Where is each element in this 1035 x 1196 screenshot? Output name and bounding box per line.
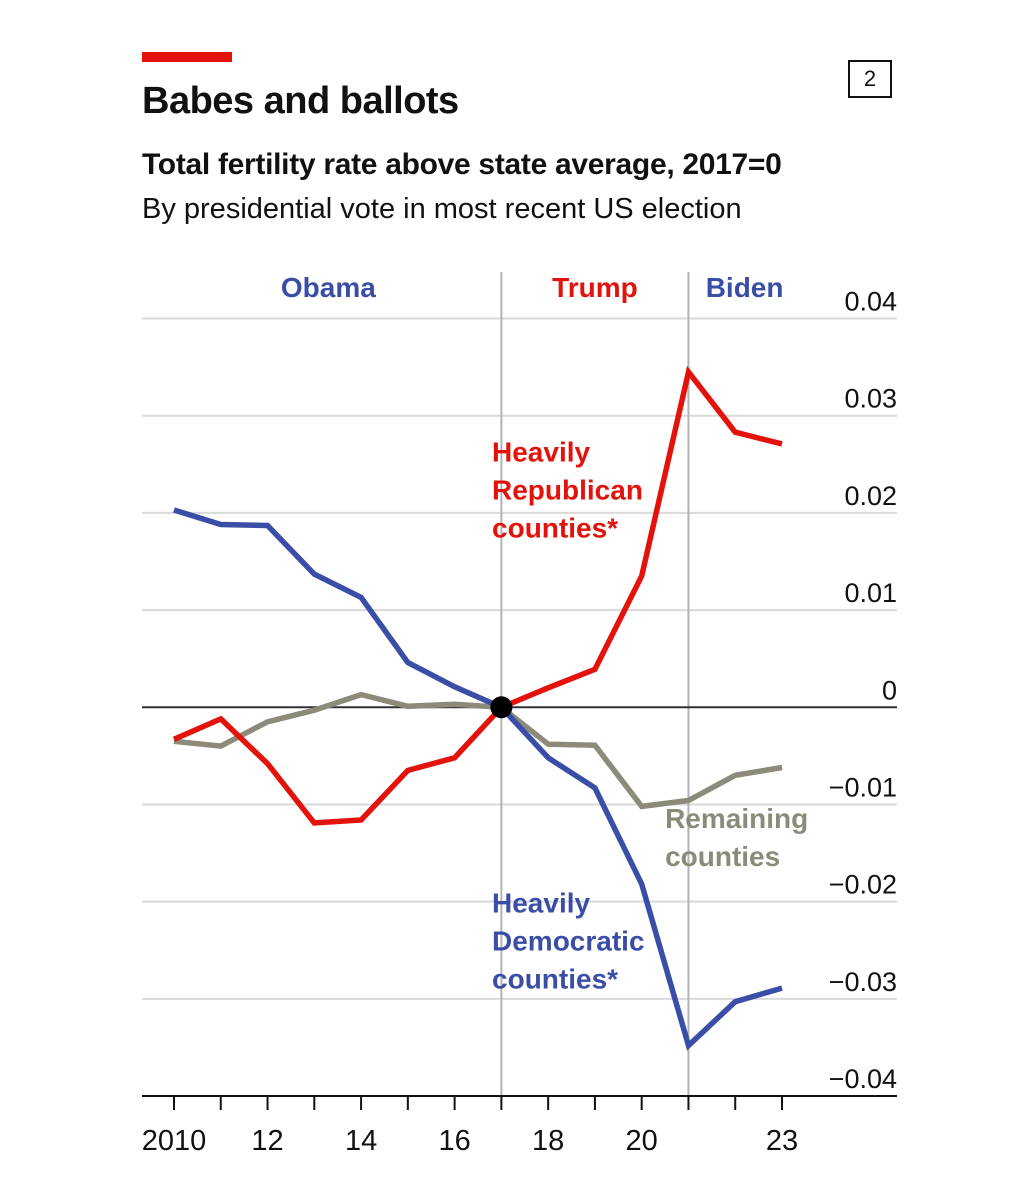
y-tick-label: 0 <box>882 675 897 705</box>
series-label: Republican <box>492 474 643 505</box>
y-tick-label: −0.04 <box>829 1064 897 1094</box>
series-label: Democratic <box>492 925 645 956</box>
era-label: Biden <box>706 272 784 303</box>
accent-bar <box>142 52 232 62</box>
series-label: counties* <box>492 963 618 994</box>
series-label: counties* <box>492 512 618 543</box>
y-tick-label: −0.02 <box>829 870 897 900</box>
x-tick-label: 18 <box>532 1125 564 1157</box>
chart-subtitle: Total fertility rate above state average… <box>142 148 782 181</box>
series-label: Heavily <box>492 436 590 467</box>
series-label: Remaining <box>665 803 808 834</box>
series-line <box>173 691 783 810</box>
x-tick-label: 2010 <box>142 1125 207 1157</box>
series-line <box>173 507 783 1051</box>
series-label: counties <box>665 841 780 872</box>
x-tick-label: 12 <box>251 1125 283 1157</box>
x-tick-label: 16 <box>438 1125 470 1157</box>
base-year-marker <box>490 696 513 719</box>
chart-title: Babes and ballots <box>142 80 459 122</box>
y-tick-label: 0.04 <box>844 287 897 317</box>
chart-subtitle-secondary: By presidential vote in most recent US e… <box>142 193 742 225</box>
era-label: Obama <box>281 272 376 303</box>
x-tick-label: 14 <box>345 1125 377 1157</box>
series-label: Heavily <box>492 887 590 918</box>
y-tick-label: 0.01 <box>844 578 897 608</box>
era-label: Trump <box>552 272 638 303</box>
y-tick-label: 0.02 <box>844 481 897 511</box>
chart-number-badge: 2 <box>848 60 892 98</box>
series-line <box>172 365 783 826</box>
y-tick-label: −0.03 <box>829 967 897 997</box>
x-tick-label: 23 <box>766 1125 798 1157</box>
x-tick-label: 20 <box>626 1125 658 1157</box>
y-tick-label: −0.01 <box>829 772 897 802</box>
y-tick-label: 0.03 <box>844 384 897 414</box>
